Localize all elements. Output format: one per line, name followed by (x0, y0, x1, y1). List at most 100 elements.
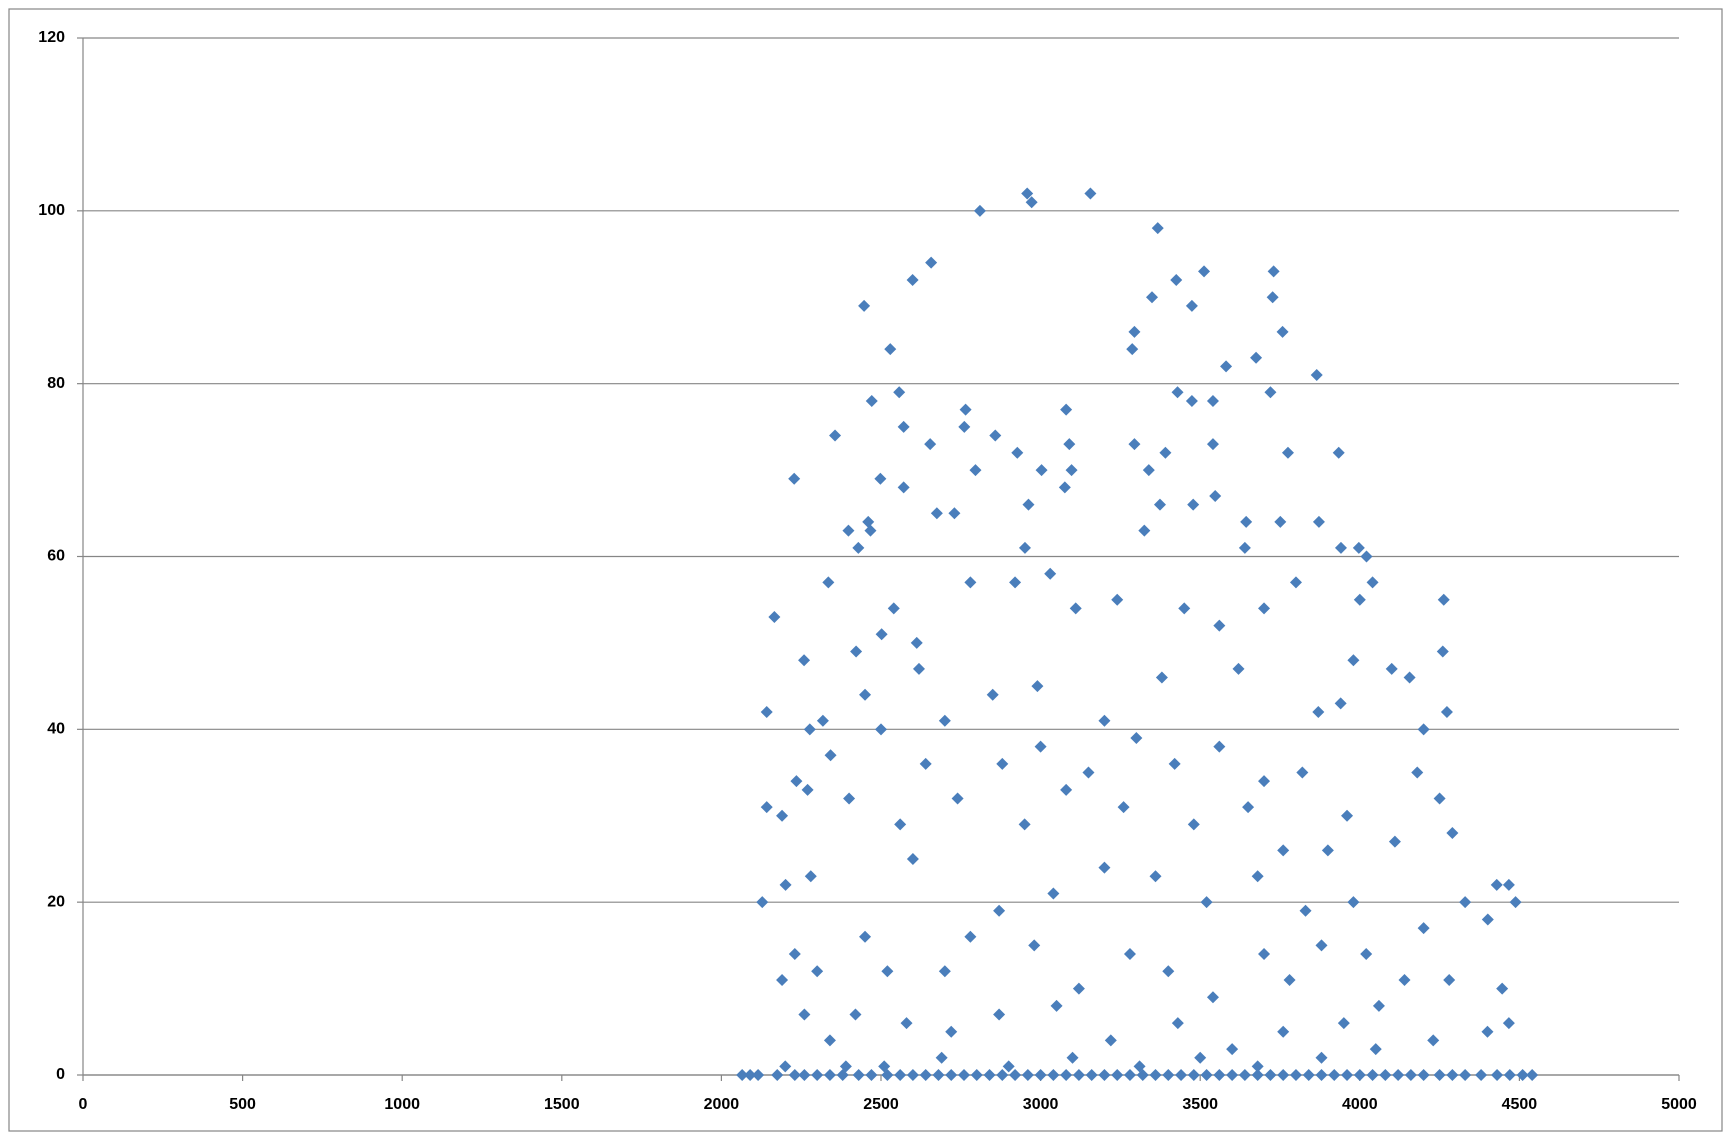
scatter-point (1440, 706, 1453, 719)
scatter-point (811, 965, 824, 978)
scatter-point (1281, 446, 1294, 459)
x-tick-label: 1500 (544, 1096, 580, 1113)
scatter-point (1155, 671, 1168, 684)
scatter-point (996, 1069, 1009, 1081)
scatter-point (1277, 1025, 1290, 1038)
scatter-point (1277, 844, 1290, 857)
scatter-point (1312, 515, 1325, 528)
scatter-point (798, 654, 811, 667)
scatter-point (875, 628, 888, 641)
scatter-point (1206, 394, 1219, 407)
x-tick-label: 5000 (1661, 1096, 1697, 1113)
x-tick-label: 2000 (704, 1096, 740, 1113)
scatter-point (1126, 343, 1139, 356)
x-tick-label: 4500 (1502, 1096, 1538, 1113)
scatter-point (925, 256, 938, 269)
scatter-point (1213, 740, 1226, 753)
scatter-point (1185, 394, 1198, 407)
scatter-point (1021, 1069, 1034, 1081)
scatter-point (1104, 1034, 1117, 1047)
scatter-point (964, 930, 977, 943)
scatter-point (1526, 1069, 1539, 1081)
scatter-point (945, 1069, 958, 1081)
scatter-point (1065, 464, 1078, 477)
scatter-point (1209, 490, 1222, 503)
scatter-point (919, 757, 932, 770)
scatter-point (1404, 1069, 1417, 1081)
scatter-point (881, 1069, 894, 1081)
scatter-point (973, 204, 986, 217)
scatter-point (1388, 835, 1401, 848)
scatter-point (1200, 896, 1213, 909)
scatter-point (1138, 524, 1151, 537)
scatter-point (1360, 948, 1373, 961)
scatter-point (1034, 1069, 1047, 1081)
scatter-point (1085, 1069, 1098, 1081)
scatter-point (1491, 1069, 1504, 1081)
scatter-point (1082, 766, 1095, 779)
scatter-point (798, 1008, 811, 1021)
x-tick-label: 3000 (1023, 1096, 1059, 1113)
scatter-point (1321, 844, 1334, 857)
scatter-point (1315, 1051, 1328, 1064)
scatter-point (1151, 222, 1164, 235)
scatter-point (865, 1069, 878, 1081)
scatter-point (1069, 602, 1082, 615)
scatter-point (1226, 1043, 1239, 1056)
scatter-point (1047, 1069, 1060, 1081)
scatter-point (1417, 723, 1430, 736)
scatter-point (816, 714, 829, 727)
scatter-point (945, 1025, 958, 1038)
scatter-point (804, 870, 817, 883)
scatter-point (964, 576, 977, 589)
scatter-point (1066, 1051, 1079, 1064)
scatter-point (1044, 567, 1057, 580)
scatter-point (959, 403, 972, 416)
scatter-point (875, 723, 887, 736)
scatter-point (852, 1069, 865, 1081)
scatter-point (1187, 818, 1200, 831)
scatter-point (760, 706, 773, 719)
scatter-point (919, 1069, 932, 1081)
scatter-point (1437, 593, 1450, 606)
scatter-point (1433, 1069, 1446, 1081)
scatter-point (1242, 801, 1255, 814)
chart-border (8, 8, 1723, 1132)
scatter-point (1366, 576, 1379, 589)
scatter-point (1347, 654, 1360, 667)
scatter-point (996, 757, 1009, 770)
x-tick-label: 0 (79, 1096, 88, 1113)
scatter-point (1334, 697, 1347, 710)
scatter-point (1459, 1069, 1472, 1081)
scatter-point (1443, 973, 1456, 986)
scatter-point (1251, 870, 1264, 883)
scatter-point (849, 1008, 862, 1021)
scatter-point (932, 1069, 945, 1081)
scatter-point (893, 386, 906, 399)
scatter-point (897, 420, 910, 433)
scatter-point (1334, 541, 1347, 554)
scatter-point (1277, 1069, 1290, 1081)
scatter-point (993, 1008, 1006, 1021)
scatter-point (1117, 801, 1130, 814)
scatter-point (1360, 550, 1373, 563)
scatter-point (1178, 602, 1191, 615)
scatter-point (1427, 1034, 1440, 1047)
scatter-point (1516, 1069, 1529, 1081)
scatter-point (1258, 602, 1271, 615)
scatter-point (1481, 1025, 1494, 1038)
scatter-point (881, 965, 894, 978)
scatter-point (1002, 1060, 1015, 1073)
scatter-point (1310, 369, 1323, 382)
scatter-point (1162, 965, 1175, 978)
scatter-point (887, 602, 900, 615)
scatter-point (1072, 982, 1085, 995)
scatter-point (1226, 1069, 1239, 1081)
scatter-point (1266, 291, 1279, 304)
scatter-point (1264, 386, 1277, 399)
scatter-point (1296, 766, 1309, 779)
scatter-point (884, 343, 897, 356)
scatter-point (1446, 827, 1459, 840)
scatter-point (1502, 878, 1515, 891)
scatter-point (912, 662, 925, 675)
